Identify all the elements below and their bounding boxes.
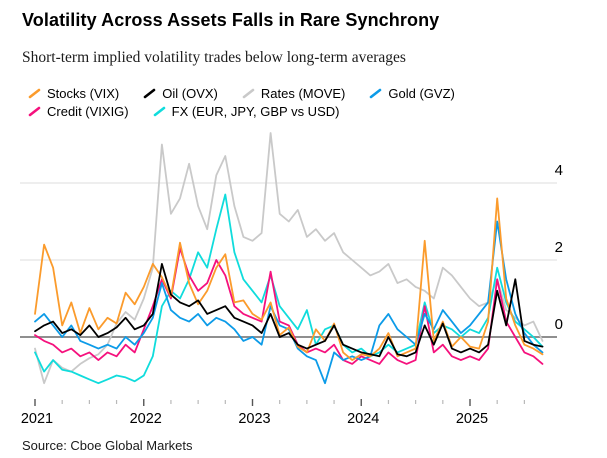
source-credit: Source: Cboe Global Markets — [22, 438, 193, 453]
legend-row: Credit (VIXIG) FX (EUR, JPY, GBP vs USD) — [28, 104, 568, 119]
legend-label: Stocks (VIX) — [47, 86, 120, 101]
legend-marker-icon — [242, 88, 255, 99]
x-axis-tick-label: 2024 — [347, 411, 379, 427]
y-axis-tick-label: 2 — [555, 239, 563, 256]
series-line-credit — [34, 247, 544, 365]
x-axis-tick-label: 2025 — [456, 411, 488, 427]
chart-subtitle: Short-term implied volatility trades bel… — [22, 49, 406, 66]
legend-label: Gold (GVZ) — [388, 86, 455, 101]
legend-row: Stocks (VIX) Oil (OVX) Rates (MOVE) Gold (G… — [28, 86, 568, 101]
legend-item-credit: Credit (VIXIG) — [28, 104, 129, 119]
legend-item-gold: Gold (GVZ) — [369, 86, 455, 101]
x-axis-tick-label: 2022 — [130, 411, 162, 427]
series-line-gold — [34, 220, 544, 385]
x-axis-tick-label: 2021 — [21, 411, 53, 427]
series-line-stocks — [34, 197, 544, 362]
legend-marker-icon — [28, 88, 41, 99]
legend-marker-icon — [143, 88, 156, 99]
legend-item-rates: Rates (MOVE) — [242, 86, 346, 101]
legend-marker-icon — [370, 88, 382, 99]
chart-title: Volatility Across Assets Falls in Rare S… — [22, 10, 440, 30]
legend-label: Rates (MOVE) — [260, 86, 346, 101]
x-axis-tick-label: 2023 — [238, 411, 270, 427]
legend-label: FX (EUR, JPY, GBP vs USD) — [171, 104, 340, 119]
legend-label: Oil (OVX) — [162, 86, 218, 101]
legend-marker-icon — [153, 106, 165, 117]
legend-item-oil: Oil (OVX) — [143, 86, 218, 101]
legend-item-fx: FX (EUR, JPY, GBP vs USD) — [153, 104, 340, 119]
legend-label: Credit (VIXIG) — [47, 104, 129, 119]
legend-item-stocks: Stocks (VIX) — [28, 86, 119, 101]
series-line-rates — [34, 132, 544, 385]
y-axis-tick-label: 0 — [555, 316, 563, 333]
series-line-oil — [34, 262, 544, 358]
y-axis-tick-label: 4 — [555, 162, 563, 179]
chart-legend: Stocks (VIX) Oil (OVX) Rates (MOVE) Gold (G… — [28, 86, 568, 119]
series-line-fx — [34, 193, 544, 385]
legend-marker-icon — [28, 106, 41, 117]
